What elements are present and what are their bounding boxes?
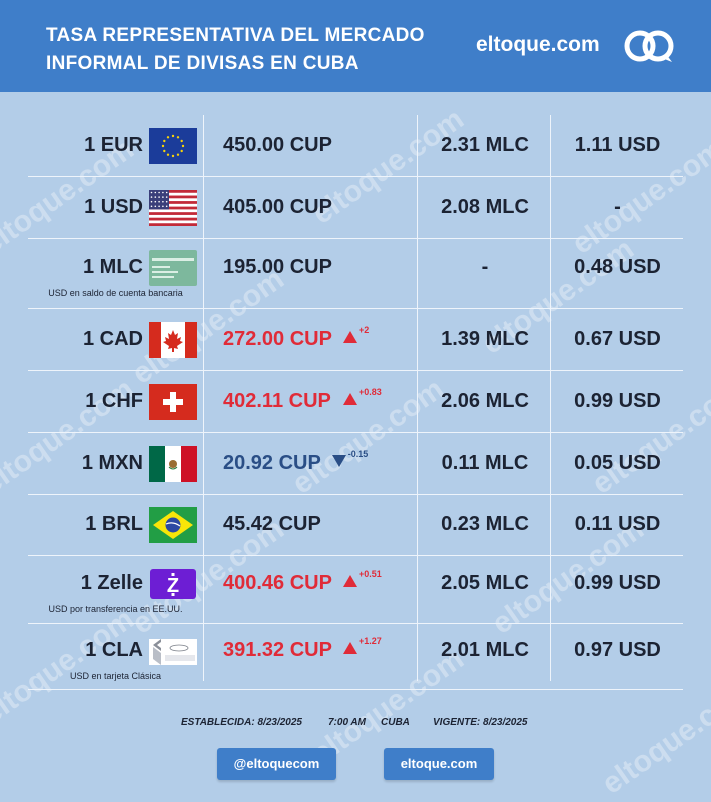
zelle-logo-icon: Z xyxy=(149,566,197,602)
rate-row: 1 MLC USD en saldo de cuenta bancaria 195.… xyxy=(28,239,683,309)
rate-row: 1 USD 405.00 CUP 2.08 MLC - xyxy=(28,177,683,239)
column-divider xyxy=(203,115,204,681)
page-title: TASA REPRESENTATIVA DEL MERCADO INFORMAL… xyxy=(46,25,425,74)
rate-change: -0.15 xyxy=(331,449,368,471)
rate-row: 1 BRL 45.42 CUP 0.23 MLC 0.11 USD xyxy=(28,495,683,556)
usd-rate: 0.05 USD xyxy=(574,451,661,474)
rate-row: 1 CAD 272.00 CUP +2 1.39 MLC 0.67 USD xyxy=(28,309,683,371)
rate-row: 1 EUR 450.00 CUP 2.31 MLC 1.11 USD xyxy=(28,115,683,177)
currency-cell: 1 CAD xyxy=(28,309,203,370)
column-divider xyxy=(417,115,418,681)
currency-note: USD en saldo de cuenta bancaria xyxy=(48,287,183,298)
currency-code: 1 MXN xyxy=(81,451,143,474)
usd-rate: 0.48 USD xyxy=(574,255,661,278)
currency-code: 1 BRL xyxy=(85,513,143,535)
cup-rate: 20.92 CUP xyxy=(223,451,321,474)
svg-text:Z: Z xyxy=(167,575,179,597)
currency-cell: 1 EUR xyxy=(28,115,203,176)
rate-change-value: +0.83 xyxy=(359,386,382,397)
rate-change-value: +0.51 xyxy=(359,568,382,579)
social-handle-button[interactable]: @eltoquecom xyxy=(217,748,336,780)
mlc-card-icon xyxy=(149,249,197,286)
cup-rate: 450.00 CUP xyxy=(223,133,332,156)
rates-table: 1 EUR 450.00 CUP 2.31 MLC 1.11 USD 1 USD 405.… xyxy=(28,115,683,690)
clasica-card-icon xyxy=(149,633,197,669)
rate-change-value: +2 xyxy=(359,324,370,335)
currency-code: 1 USD xyxy=(84,195,143,218)
trend-up-icon xyxy=(343,393,357,406)
rate-change-value: +1.27 xyxy=(359,635,382,646)
watermark-text: eltoque.com xyxy=(596,672,711,801)
usd-rate: 0.99 USD xyxy=(574,571,661,594)
cup-rate: 45.42 CUP xyxy=(223,513,321,535)
mlc-rate: 0.11 MLC xyxy=(441,451,529,474)
cup-rate: 400.46 CUP xyxy=(223,571,332,594)
rate-row: 1 Zelle Z USD por transferencia en EE.UU. 4… xyxy=(28,556,683,624)
website-button[interactable]: eltoque.com xyxy=(384,748,494,780)
eltoque-logo-icon xyxy=(624,30,674,62)
mlc-rate: 2.01 MLC xyxy=(441,638,529,661)
rate-row: 1 CHF 402.11 CUP +0.83 2.06 MLC 0.99 USD xyxy=(28,371,683,433)
update-time: 7:00 AM xyxy=(328,717,366,728)
valid-date: VIGENTE: 8/23/2025 xyxy=(433,717,528,728)
rate-change-value: -0.15 xyxy=(347,448,369,459)
currency-code: 1 EUR xyxy=(84,133,143,156)
currency-code: 1 Zelle xyxy=(80,571,143,594)
cup-rate: 391.32 CUP xyxy=(223,638,332,661)
rate-row: 1 CLA USD en tarjeta Clásica 391.32 CUP +1.… xyxy=(28,624,683,690)
cup-rate: 405.00 CUP xyxy=(223,195,332,218)
usd-rate: 0.11 USD xyxy=(574,513,661,535)
cup-rate: 402.11 CUP xyxy=(223,389,331,412)
established-date: ESTABLECIDA: 8/23/2025 xyxy=(181,717,302,728)
currency-note: USD por transferencia en EE.UU. xyxy=(48,603,183,614)
currency-cell: 1 CLA USD en tarjeta Clásica xyxy=(28,624,203,689)
rate-change: +1.27 xyxy=(343,636,382,658)
location: CUBA xyxy=(381,717,410,728)
mlc-rate: 0.23 MLC xyxy=(441,513,529,535)
cup-rate: 272.00 CUP xyxy=(223,327,332,350)
mlc-rate: 2.05 MLC xyxy=(441,571,529,594)
brazil-flag-icon xyxy=(149,507,197,543)
usd-rate: - xyxy=(614,195,621,218)
currency-cell: 1 Zelle Z USD por transferencia en EE.UU. xyxy=(28,556,203,623)
trend-up-icon xyxy=(343,331,357,344)
usd-rate: 0.99 USD xyxy=(574,389,661,412)
mexico-flag-icon xyxy=(149,445,197,482)
mlc-rate: 2.31 MLC xyxy=(441,133,529,156)
trend-up-icon xyxy=(343,575,357,588)
currency-cell: 1 CHF xyxy=(28,371,203,432)
currency-code: 1 CAD xyxy=(82,327,143,350)
brand-name: eltoque.com xyxy=(476,33,600,56)
mlc-rate: 2.08 MLC xyxy=(441,195,529,218)
us-flag-icon xyxy=(149,189,197,226)
canada-flag-icon xyxy=(149,321,197,358)
currency-cell: 1 MLC USD en saldo de cuenta bancaria xyxy=(28,239,203,308)
mlc-rate: 2.06 MLC xyxy=(441,389,529,412)
usd-rate: 1.11 USD xyxy=(574,133,661,156)
mlc-rate: 1.39 MLC xyxy=(441,327,529,350)
mlc-rate: - xyxy=(481,255,489,278)
currency-code: 1 CLA xyxy=(85,638,143,661)
currency-code: 1 CHF xyxy=(85,389,143,412)
swiss-flag-icon xyxy=(149,383,197,420)
rate-change: +0.51 xyxy=(343,569,382,591)
currency-code: 1 MLC xyxy=(83,255,143,278)
column-divider xyxy=(550,115,551,681)
currency-cell: 1 MXN xyxy=(28,433,203,494)
trend-up-icon xyxy=(343,642,357,655)
currency-cell: 1 USD xyxy=(28,177,203,238)
rate-change: +0.83 xyxy=(343,387,382,409)
currency-note: USD en tarjeta Clásica xyxy=(69,670,162,681)
cup-rate: 195.00 CUP xyxy=(223,255,332,278)
usd-rate: 0.97 USD xyxy=(574,638,661,661)
rate-change: +2 xyxy=(343,325,369,347)
trend-down-icon xyxy=(331,455,346,468)
header-bar: TASA REPRESENTATIVA DEL MERCADO INFORMAL… xyxy=(0,0,711,92)
eu-flag-icon xyxy=(149,127,197,164)
currency-cell: 1 BRL xyxy=(28,495,203,555)
usd-rate: 0.67 USD xyxy=(574,327,661,350)
rate-row: 1 MXN 20.92 CUP -0.15 0.11 MLC 0.05 USD xyxy=(28,433,683,495)
